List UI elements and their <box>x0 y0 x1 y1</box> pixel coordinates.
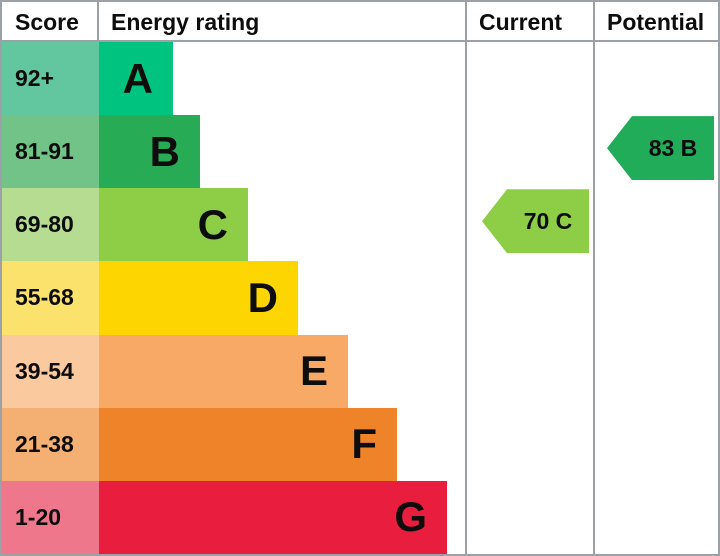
current-column-divider <box>465 2 467 554</box>
score-range: 21-38 <box>2 407 99 481</box>
potential-column-divider <box>593 2 595 554</box>
band-row-g: 1-20 G <box>2 480 718 554</box>
band-row-b: 81-91 B <box>2 115 718 189</box>
current-column-header: Current <box>479 9 563 35</box>
potential-rating-arrow: 83 B <box>607 116 714 181</box>
score-range: 1-20 <box>2 480 99 554</box>
band-bar-g: G <box>99 480 447 554</box>
band-bar-f: F <box>99 407 397 481</box>
band-bar-e: E <box>99 334 348 408</box>
band-bar-c: C <box>99 188 248 262</box>
band-row-c: 69-80 C <box>2 188 718 262</box>
header-divider <box>2 40 718 42</box>
score-range: 81-91 <box>2 115 99 189</box>
band-row-d: 55-68 D <box>2 261 718 335</box>
band-row-f: 21-38 F <box>2 407 718 481</box>
band-row-a: 92+ A <box>2 42 718 116</box>
score-range: 69-80 <box>2 188 99 262</box>
current-rating-arrow: 70 C <box>482 189 589 254</box>
potential-rating-label: 83 B <box>648 134 698 161</box>
score-range: 92+ <box>2 42 99 116</box>
score-column-header: Score <box>15 9 79 35</box>
band-bar-d: D <box>99 261 298 335</box>
score-range: 55-68 <box>2 261 99 335</box>
band-bar-a: A <box>99 42 173 116</box>
current-rating-label: 70 C <box>523 207 573 234</box>
energy-rating-column-header: Energy rating <box>111 9 260 35</box>
band-bar-b: B <box>99 115 200 189</box>
score-column-divider <box>97 2 99 40</box>
band-row-e: 39-54 E <box>2 334 718 408</box>
score-range: 39-54 <box>2 334 99 408</box>
potential-column-header: Potential <box>607 9 705 35</box>
